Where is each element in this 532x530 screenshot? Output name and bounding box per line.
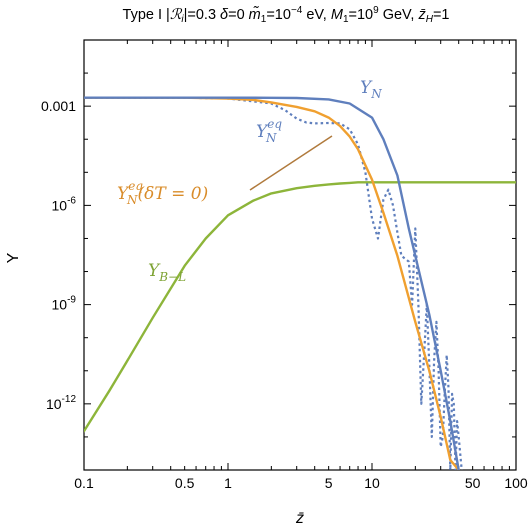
y-tick-label: 10-6 (52, 195, 77, 213)
series-line-y-n (84, 96, 460, 470)
series-line-y-n-eq (84, 96, 463, 470)
chart-title: Type I |ℛi|=0.3 δ=0 m̃1=10−4 eV, M1=109 … (123, 5, 450, 25)
series-label-y-n-eq-dt0: Yeq N(δT = 0) (117, 179, 208, 207)
x-tick-label: 10 (364, 475, 380, 491)
x-tick-label: 0.5 (175, 475, 195, 491)
series-label-y-n: YN (360, 78, 382, 101)
x-axis-label: z̄ (295, 510, 304, 527)
axis-ticks (83, 39, 516, 471)
y-tick-label: 10-9 (52, 295, 77, 313)
series-lines (84, 96, 516, 470)
x-tick-label: 50 (465, 475, 481, 491)
x-tick-label: 100 (504, 475, 528, 491)
y-axis-label: Y (5, 252, 22, 263)
label-pointer-line (249, 135, 333, 191)
series-line-y-n-eq-dt0 (84, 96, 460, 470)
y-tick-label: 0.001 (41, 98, 76, 114)
x-tick-label: 1 (224, 475, 232, 491)
y-tick-label: 10-12 (46, 394, 76, 412)
series-line-y-bl (84, 181, 516, 433)
x-tick-label: 0.1 (74, 475, 94, 491)
plot-frame (83, 39, 517, 471)
series-label-y-bl: YB−L (148, 261, 186, 284)
series-label-y-n-eq: Yeq N (256, 117, 282, 145)
x-tick-label: 5 (325, 475, 333, 491)
y-tick-labels: 0.001 10-6 10-9 10-12 (41, 98, 76, 412)
x-tick-labels: 0.1 0.5 1 5 10 50 100 (74, 475, 528, 491)
